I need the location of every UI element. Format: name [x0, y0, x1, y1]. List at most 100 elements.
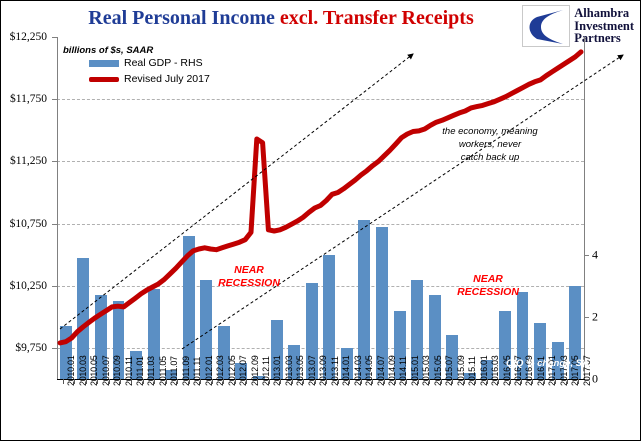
x-axis-tick [280, 379, 282, 384]
x-axis-tick [268, 379, 270, 384]
y-axis-label-right: 2 [592, 309, 598, 324]
y-axis-left [57, 37, 58, 379]
bar-gdp-2013.10 [323, 254, 336, 379]
legend-label-revised: Revised July 2017 [124, 73, 210, 85]
x-axis [57, 379, 585, 380]
brand-logo: Alhambra Investment Partners [522, 5, 634, 47]
bar-gdp-2010.04 [77, 257, 90, 379]
title-primary: Real Personal Income [88, 7, 280, 29]
x-axis-tick [337, 379, 339, 384]
y-axis-right [584, 37, 585, 379]
y-axis-label-right: 0 [592, 371, 598, 386]
bar-gdp-2012.07 [235, 363, 248, 379]
x-axis-tick [154, 379, 156, 384]
x-axis-tick [543, 379, 545, 384]
gridline [57, 223, 584, 225]
legend-item-gdp: Real GDP - RHS [89, 57, 210, 69]
bar-gdp-2016.01 [481, 360, 494, 379]
x-axis-tick [486, 379, 488, 384]
bar-gdp-2014.10 [393, 310, 406, 379]
x-axis-tick [566, 379, 568, 384]
x-axis-tick [349, 379, 351, 384]
x-axis-tick [498, 379, 500, 384]
alhambra-wedge-icon [522, 5, 571, 47]
x-axis-tick [509, 379, 511, 384]
title-emphasis: excl. Transfer Receipts [279, 7, 474, 29]
legend-label-gdp: Real GDP - RHS [124, 57, 203, 69]
chart-legend: Real GDP - RHS Revised July 2017 [89, 57, 210, 89]
bar-gdp-2015.01 [411, 279, 424, 379]
gridline [57, 347, 584, 349]
near-recession-1-line1: NEAR [234, 264, 264, 276]
legend-item-revised: Revised July 2017 [89, 73, 210, 85]
x-axis-tick [200, 379, 202, 384]
brand-name: Alhambra Investment Partners [574, 5, 634, 45]
x-axis-tick [314, 379, 316, 384]
bar-gdp-2011.01 [130, 351, 142, 379]
brand-line-1: Alhambra [574, 5, 630, 20]
x-axis-tick [578, 379, 580, 384]
y-axis-tick-left [52, 285, 57, 287]
x-axis-tick [555, 379, 557, 384]
bar-gdp-2016.10 [534, 323, 547, 379]
page-title: Real Personal Income excl. Transfer Rece… [71, 7, 491, 30]
bar-gdp-2015.07 [446, 335, 459, 379]
x-axis-tick [520, 379, 522, 384]
near-recession-2-line2: RECESSION [457, 286, 519, 298]
y-axis-label-left: $9,750 [15, 341, 47, 354]
annotation-economy-note: the economy, meaning workers, never catc… [415, 125, 565, 164]
near-recession-2-line1: NEAR [473, 273, 503, 285]
brand-line-2: Investment [574, 18, 634, 33]
y-axis-tick-left [52, 347, 57, 349]
y-axis-label-right: 4 [592, 247, 598, 262]
legend-swatch-bar-icon [89, 59, 119, 67]
bar-gdp-2017.04 [569, 285, 582, 379]
x-axis-tick [303, 379, 305, 384]
x-axis-tick [223, 379, 225, 384]
bar-gdp-2010.01 [59, 326, 72, 379]
bar-gdp-2012.10 [253, 375, 265, 379]
y-axis-tick-right [584, 316, 589, 318]
bar-gdp-2010.10 [112, 301, 125, 379]
trend-arrow-2-icon [181, 54, 624, 350]
x-axis-tick [360, 379, 362, 384]
y-axis-tick-left [52, 37, 57, 38]
x-axis-tick [74, 379, 76, 384]
x-axis-tick [257, 379, 259, 384]
x-axis-tick [394, 379, 396, 384]
y-axis-label-left: $12,250 [9, 31, 47, 43]
bar-gdp-2011.07 [165, 369, 178, 379]
x-axis-tick [234, 379, 236, 384]
y-axis-tick-right [584, 254, 589, 256]
annotation-near-recession-1: NEAR RECESSION [206, 264, 292, 290]
bar-gdp-2016.07 [516, 291, 529, 379]
plot-area: $9,750 $10,250 $10,750 $11,250 $11,750 $12,25… [10, 31, 624, 386]
x-axis-tick [120, 379, 121, 384]
x-axis-tick [463, 379, 465, 384]
y-axis-tick-left [52, 223, 57, 225]
bar-gdp-2013.01 [270, 319, 283, 379]
x-axis-tick [372, 379, 374, 384]
x-axis-tick [440, 379, 442, 384]
bar-gdp-2016.04 [498, 310, 511, 379]
x-axis-tick [429, 379, 431, 384]
x-axis-tick [85, 379, 87, 384]
bar-gdp-2015.04 [428, 295, 441, 379]
x-axis-tick [475, 379, 477, 384]
gridline [57, 161, 584, 163]
y-axis-label-left: $11,750 [10, 93, 47, 106]
gridline [57, 285, 584, 287]
x-axis-tick [188, 379, 190, 384]
y-axis-tick-left [52, 161, 57, 163]
bar-gdp-2012.04 [217, 326, 230, 379]
annotation-right-axis-label: Q/Q % change, SAAR [506, 358, 603, 369]
x-axis-tick [246, 379, 248, 384]
x-axis-tick [532, 379, 534, 384]
x-axis-tick [326, 379, 328, 384]
y-axis-label-left: $11,250 [10, 155, 47, 168]
line-series-revised-july-2017 [57, 49, 624, 350]
bar-gdp-2012.01 [200, 279, 213, 379]
x-axis-tick [177, 379, 179, 384]
economy-note-line2: workers, never [458, 139, 522, 150]
